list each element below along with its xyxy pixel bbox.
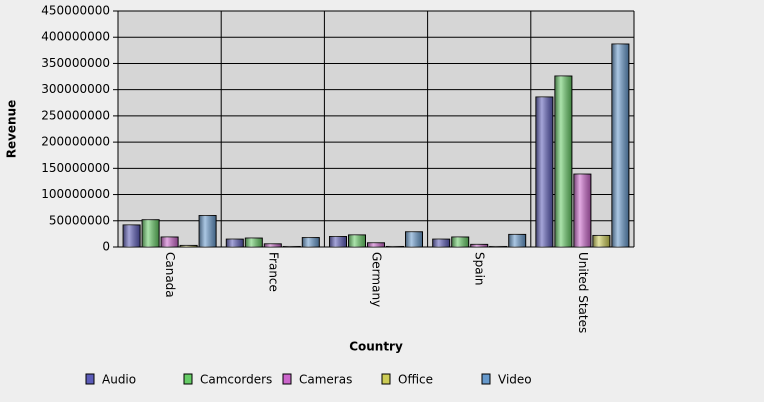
y-tick-label: 150000000 xyxy=(41,161,110,175)
legend-label: Video xyxy=(498,373,532,387)
bar xyxy=(611,43,630,248)
bar xyxy=(198,215,217,248)
y-tick-label: 350000000 xyxy=(41,56,110,70)
bar xyxy=(470,243,489,248)
bar xyxy=(535,96,554,248)
bar xyxy=(489,245,508,248)
y-tick-label: 400000000 xyxy=(41,30,110,44)
bar xyxy=(451,236,470,248)
legend-marker xyxy=(85,373,95,385)
x-tick-label: Spain xyxy=(473,252,487,286)
legend-label: Cameras xyxy=(299,373,352,387)
bar xyxy=(386,245,404,248)
bar xyxy=(329,236,347,248)
bar xyxy=(367,242,385,248)
bar xyxy=(282,245,301,248)
bar xyxy=(508,233,527,248)
bar xyxy=(301,237,320,248)
y-tick-label: 300000000 xyxy=(41,82,110,96)
bar xyxy=(160,236,179,248)
bar xyxy=(405,231,423,248)
bar xyxy=(592,234,611,248)
x-tick-label: Canada xyxy=(163,252,177,298)
y-tick-label: 200000000 xyxy=(41,135,110,149)
bar xyxy=(122,224,141,248)
bar xyxy=(263,243,282,248)
bar xyxy=(348,234,366,248)
legend-label: Camcorders xyxy=(200,373,272,387)
y-tick-label: 250000000 xyxy=(41,108,110,122)
y-tick-label: 100000000 xyxy=(41,187,110,201)
y-axis-title: Revenue xyxy=(5,100,19,159)
bar xyxy=(244,237,263,248)
legend-marker xyxy=(282,373,292,385)
bar xyxy=(432,238,451,248)
y-tick-label: 50000000 xyxy=(49,213,110,227)
x-tick-label: Germany xyxy=(370,252,384,307)
y-tick-label: 450000000 xyxy=(41,4,110,18)
legend-marker xyxy=(381,373,391,385)
bar xyxy=(179,244,198,248)
legend-label: Office xyxy=(398,373,433,387)
legend-marker xyxy=(481,373,491,385)
bar xyxy=(554,75,573,248)
bar xyxy=(225,238,244,248)
legend-marker xyxy=(183,373,193,385)
bar xyxy=(573,173,592,248)
legend-label: Audio xyxy=(102,373,136,387)
x-axis-title: Country xyxy=(349,340,403,354)
x-tick-label: United States xyxy=(576,252,590,333)
x-tick-label: France xyxy=(266,252,280,292)
bar xyxy=(141,219,160,248)
y-tick-label: 0 xyxy=(102,240,110,254)
